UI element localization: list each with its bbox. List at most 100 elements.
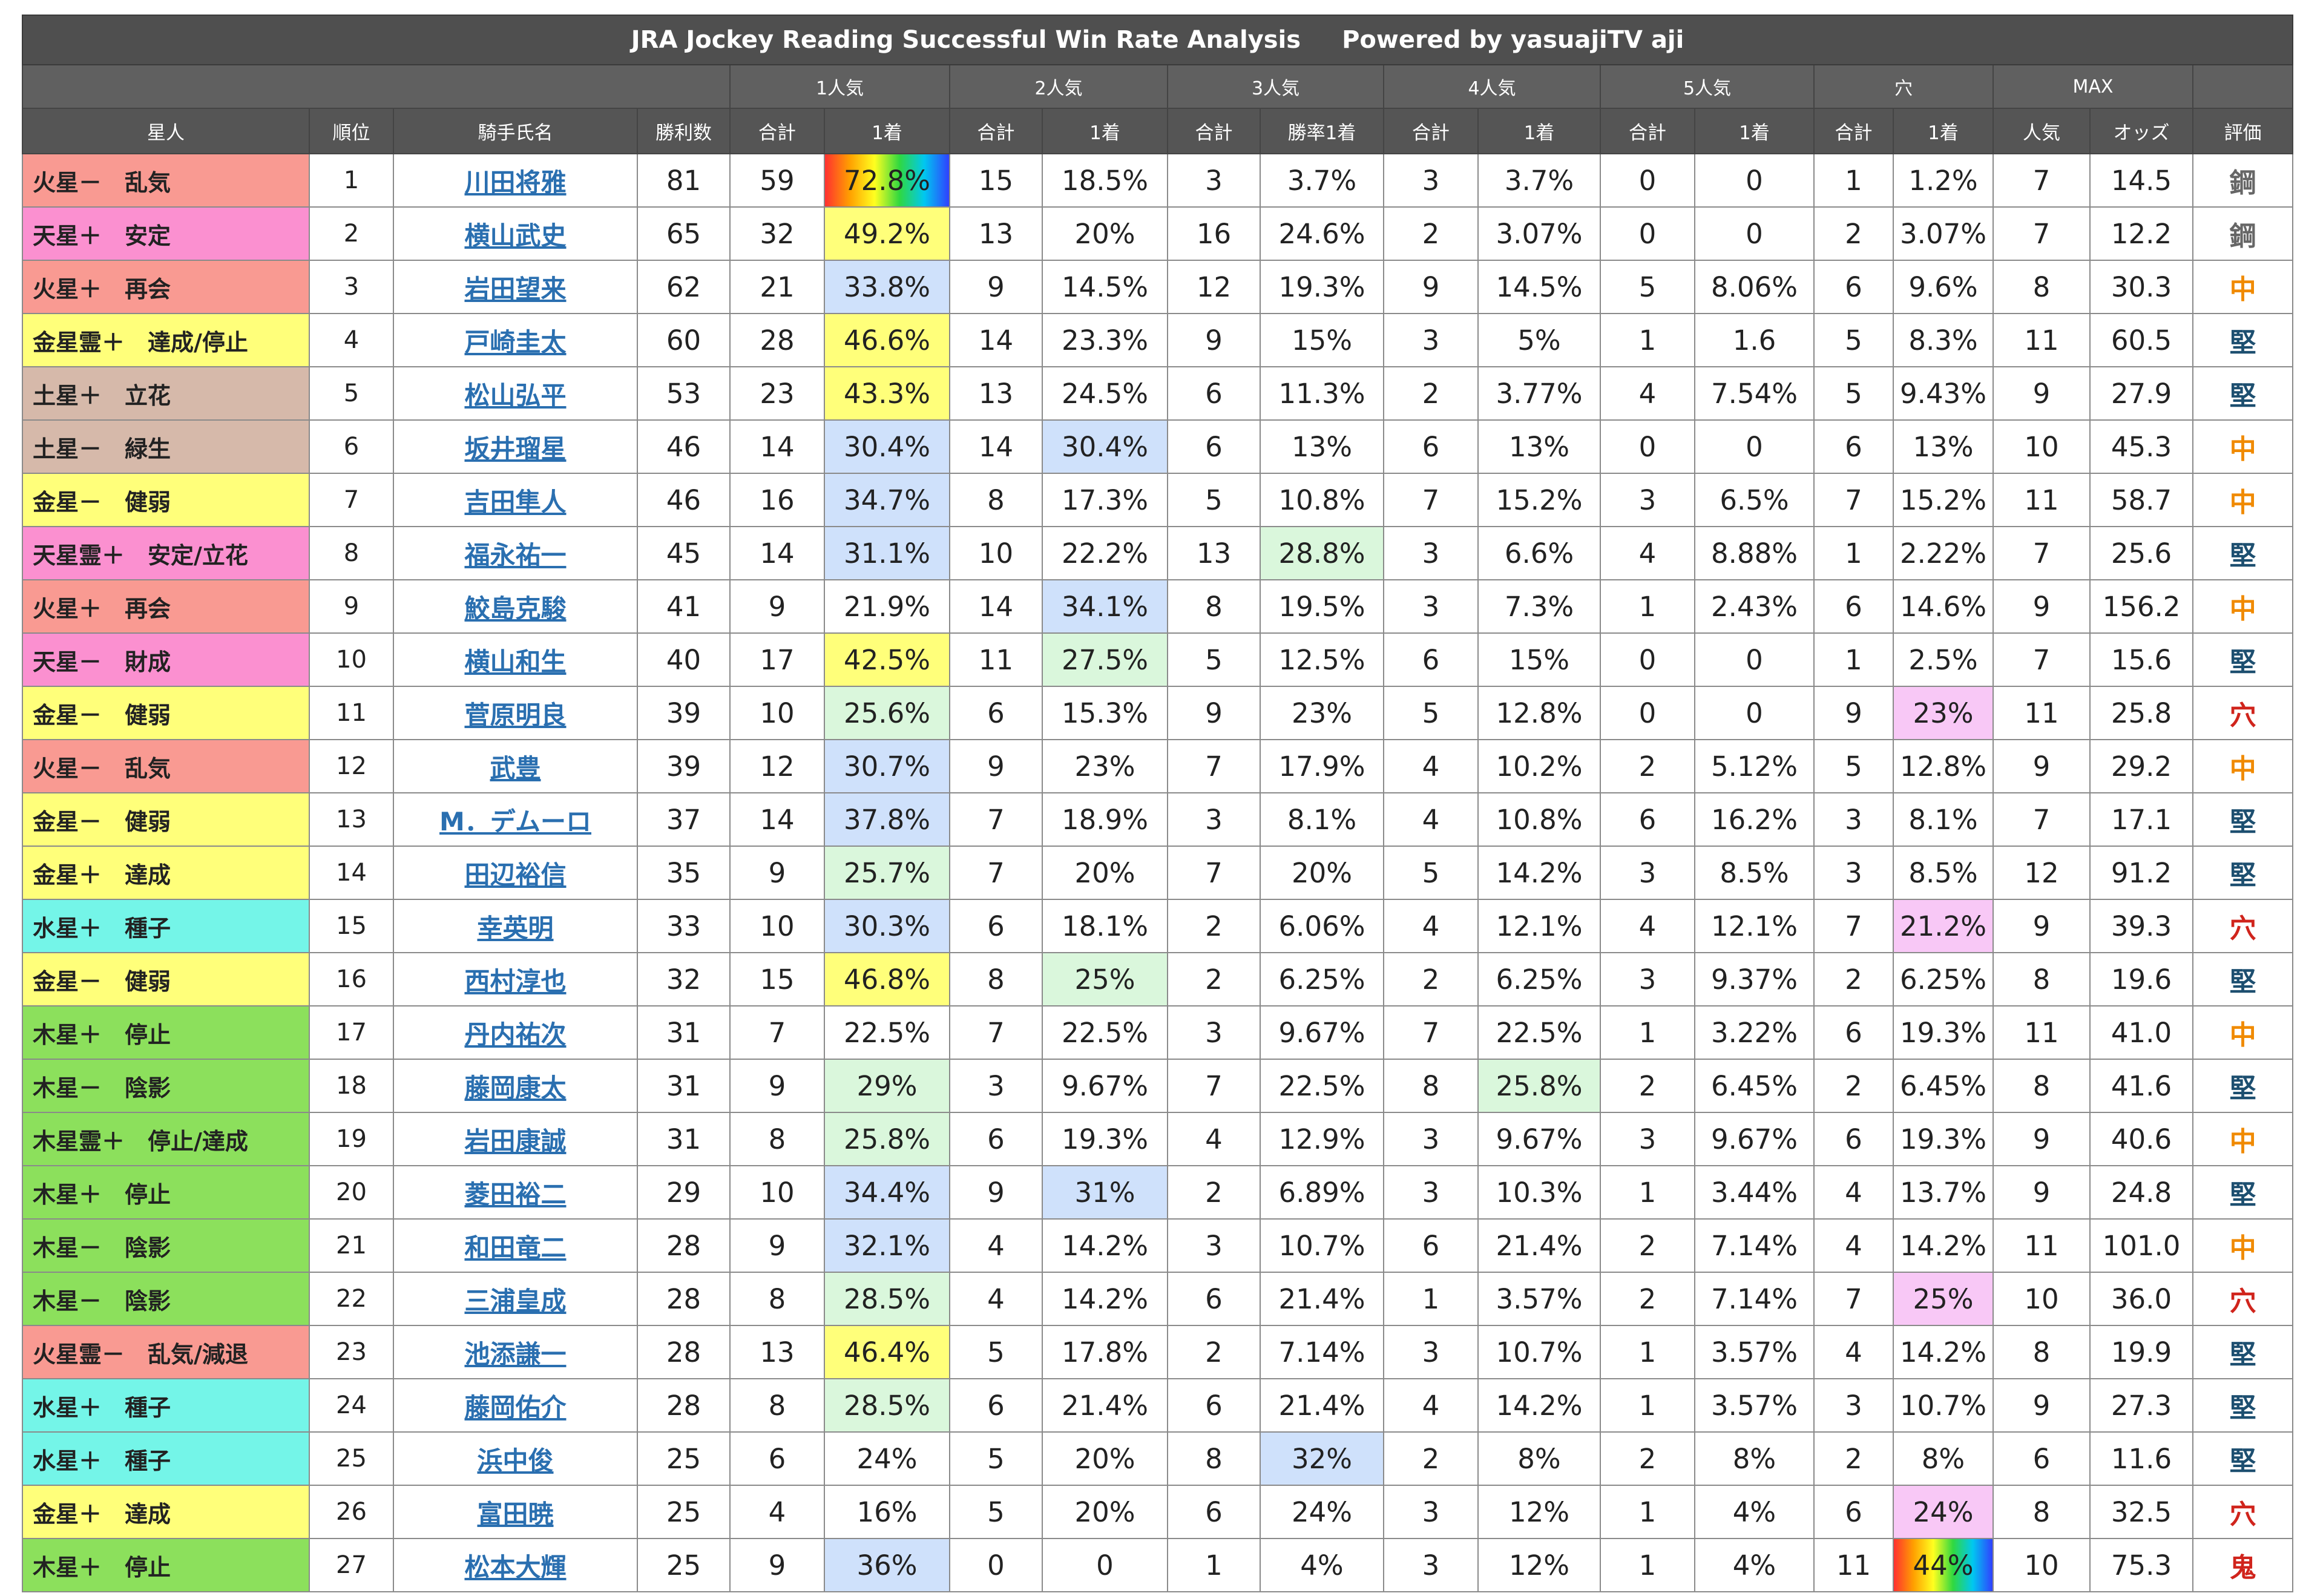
stat-cell: 6 xyxy=(1993,1431,2091,1486)
stat-cell: 5 xyxy=(1167,632,1261,687)
stat-cell: 21.2% xyxy=(1893,899,1994,953)
star-type: 火星＋ 再会 xyxy=(22,579,310,634)
jockey-name[interactable]: 菅原明良 xyxy=(464,700,567,730)
stat-cell: 6 xyxy=(1167,1485,1261,1539)
stat-cell: 21.4% xyxy=(1260,1272,1384,1326)
jockey-name[interactable]: 福永祐一 xyxy=(464,540,567,570)
data-row: 金星－ 健弱 13 M．デムーロ 37 14 37.8% 7 18.9% 3 8.1% 4 10.8%… xyxy=(22,792,2294,847)
stat-cell: 5 xyxy=(1167,473,1261,527)
jockey-name[interactable]: 池添謙一 xyxy=(464,1339,567,1369)
jockey-name[interactable]: 横山和生 xyxy=(464,646,567,677)
stat-cell: 27.3 xyxy=(2089,1378,2193,1433)
stat-cell: 9.67% xyxy=(1042,1059,1168,1113)
jockey-name[interactable]: 横山武史 xyxy=(464,220,567,251)
rank: 3 xyxy=(309,260,394,314)
stat-cell: 10 xyxy=(949,526,1043,580)
rating: 鋼 xyxy=(2192,153,2294,208)
stat-cell: 3 xyxy=(949,1059,1043,1113)
stat-cell: 10.3% xyxy=(1477,1165,1601,1220)
star-type: 火星霊－ 乱気/減退 xyxy=(22,1325,310,1379)
stat-cell: 91.2 xyxy=(2089,846,2193,900)
stat-cell: 19.3% xyxy=(1260,260,1384,314)
stat-cell: 7 xyxy=(1813,1272,1894,1326)
stat-cell: 2 xyxy=(1600,1272,1695,1326)
jockey-name[interactable]: 戸崎圭太 xyxy=(464,327,567,357)
stat-cell: 19.6 xyxy=(2089,952,2193,1007)
stat-cell: 6.25% xyxy=(1260,952,1384,1007)
jockey-name[interactable]: 富田暁 xyxy=(477,1499,554,1529)
jockey-name[interactable]: 岩田望来 xyxy=(464,274,567,304)
rating: 中 xyxy=(2192,419,2294,474)
stat-cell: 2.22% xyxy=(1893,526,1994,580)
jockey-cell: 岩田望来 xyxy=(393,260,638,314)
stat-cell: 24.6% xyxy=(1260,206,1384,261)
jockey-name[interactable]: 浜中俊 xyxy=(477,1445,554,1476)
stat-cell: 22.5% xyxy=(1260,1059,1384,1113)
stat-cell: 37.8% xyxy=(824,792,950,847)
jockey-name[interactable]: 三浦皇成 xyxy=(464,1286,567,1316)
data-row: 金星＋ 達成 26 富田暁 25 4 16% 5 20% 6 24% 3 12% 1 4% 6 24% 8 32.… xyxy=(22,1485,2294,1539)
stat-cell: 22.2% xyxy=(1042,526,1168,580)
jockey-name[interactable]: M．デムーロ xyxy=(439,806,591,836)
jockey-name[interactable]: 鮫島克駿 xyxy=(464,593,567,623)
jockey-name[interactable]: 松本大輝 xyxy=(464,1552,567,1582)
stat-cell: 7 xyxy=(1167,846,1261,900)
stat-cell: 3 xyxy=(1813,846,1894,900)
stat-cell: 1 xyxy=(1813,153,1894,208)
jockey-name[interactable]: 吉田隼人 xyxy=(464,487,567,517)
stat-cell: 25 xyxy=(637,1538,731,1592)
jockey-name[interactable]: 松山弘平 xyxy=(464,380,567,410)
stat-cell: 22.5% xyxy=(1042,1005,1168,1060)
stat-cell: 8 xyxy=(949,952,1043,1007)
stat-cell: 0 xyxy=(1600,686,1695,740)
stat-cell: 20% xyxy=(1042,1431,1168,1486)
stat-cell: 46.6% xyxy=(824,313,950,367)
stat-cell: 30.7% xyxy=(824,739,950,793)
jockey-cell: 岩田康誠 xyxy=(393,1112,638,1166)
jockey-name[interactable]: 川田将雅 xyxy=(464,167,567,197)
rank: 4 xyxy=(309,313,394,367)
stat-cell: 23.3% xyxy=(1042,313,1168,367)
stat-cell: 65 xyxy=(637,206,731,261)
star-type: 金星＋ 達成 xyxy=(22,846,310,900)
stat-cell: 58.7 xyxy=(2089,473,2193,527)
stat-cell: 8 xyxy=(1167,579,1261,634)
stat-cell: 9 xyxy=(1993,899,2091,953)
stat-cell: 7 xyxy=(1813,473,1894,527)
data-row: 火星－ 乱気 1 川田将雅 81 59 72.8% 15 18.5% 3 3.7% 3 3.7% 0 0 1… xyxy=(22,153,2294,208)
stat-cell: 1 xyxy=(1383,1272,1479,1326)
stat-cell: 22.5% xyxy=(824,1005,950,1060)
jockey-name[interactable]: 坂井瑠星 xyxy=(464,433,567,464)
jockey-name[interactable]: 菱田裕二 xyxy=(464,1179,567,1209)
stat-cell: 24.8 xyxy=(2089,1165,2193,1220)
stat-cell: 12.8% xyxy=(1893,739,1994,793)
stat-cell: 8.1% xyxy=(1260,792,1384,847)
stat-cell: 10.7% xyxy=(1893,1378,1994,1433)
data-row: 木星＋ 停止 20 菱田裕二 29 10 34.4% 9 31% 2 6.89% 3 10.3% 1 3.… xyxy=(22,1165,2294,1220)
stat-cell: 6 xyxy=(949,686,1043,740)
jockey-name[interactable]: 岩田康誠 xyxy=(464,1126,567,1156)
stat-cell: 12.1% xyxy=(1477,899,1601,953)
stat-cell: 3 xyxy=(1383,579,1479,634)
jockey-name[interactable]: 藤岡佑介 xyxy=(464,1392,567,1422)
column-header: 合計 xyxy=(1383,108,1479,154)
data-row: 土星－ 緑生 6 坂井瑠星 46 14 30.4% 14 30.4% 6 13% 6 13% 0 0 6 13… xyxy=(22,419,2294,474)
jockey-name[interactable]: 田辺裕信 xyxy=(464,859,567,890)
stat-cell: 9 xyxy=(729,1538,825,1592)
jockey-name[interactable]: 西村淳也 xyxy=(464,966,567,996)
rank: 12 xyxy=(309,739,394,793)
jockey-name[interactable]: 和田竜二 xyxy=(464,1232,567,1263)
stat-cell: 33 xyxy=(637,899,731,953)
star-type: 金星－ 健弱 xyxy=(22,792,310,847)
stat-cell: 31.1% xyxy=(824,526,950,580)
jockey-name[interactable]: 丹内祐次 xyxy=(464,1019,567,1049)
stat-cell: 23 xyxy=(729,366,825,421)
column-header: 人気 xyxy=(1993,108,2091,154)
jockey-name[interactable]: 幸英明 xyxy=(477,913,554,943)
jockey-name[interactable]: 武豊 xyxy=(490,753,541,783)
jockey-cell: 松本大輝 xyxy=(393,1538,638,1592)
stat-cell: 14.5% xyxy=(1042,260,1168,314)
stat-cell: 3.77% xyxy=(1477,366,1601,421)
stat-cell: 21 xyxy=(729,260,825,314)
jockey-name[interactable]: 藤岡康太 xyxy=(464,1072,567,1103)
